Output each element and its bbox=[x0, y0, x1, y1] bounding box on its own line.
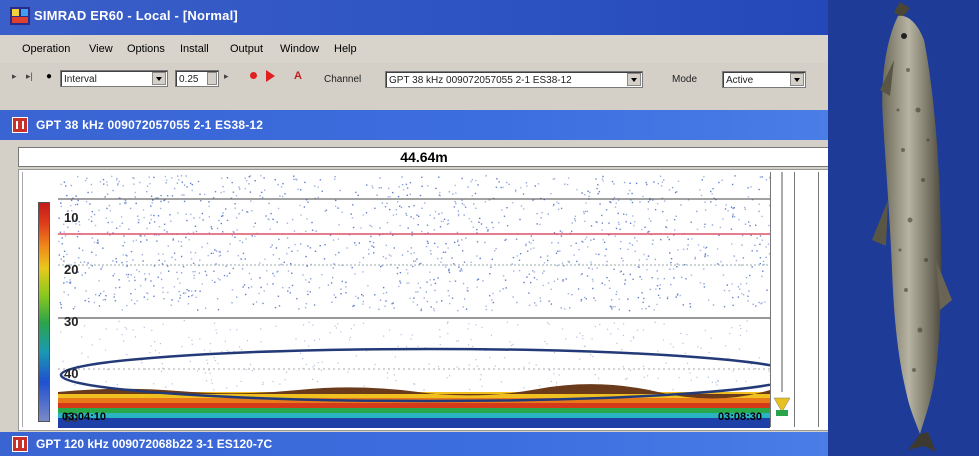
depth-tick-40: 40 bbox=[64, 366, 78, 381]
echogram-view[interactable] bbox=[58, 172, 770, 428]
menu-help[interactable]: Help bbox=[334, 43, 357, 55]
secondary-channel-title: GPT 120 kHz 009072068b22 3-1 ES120-7C bbox=[36, 437, 272, 451]
chevron-down-icon[interactable] bbox=[627, 73, 641, 86]
toolbar: ▸ ▸| ● Interval 0.25 ▸ A Channel GPT 38 … bbox=[0, 63, 828, 107]
channel-title: GPT 38 kHz 009072057055 2-1 ES38-12 bbox=[36, 118, 263, 132]
next-icon[interactable]: ▸ bbox=[224, 71, 229, 82]
depth-tick-20: 20 bbox=[64, 262, 78, 277]
channel-select[interactable]: GPT 38 kHz 009072057055 2-1 ES38-12 bbox=[385, 71, 643, 88]
menu-install[interactable]: Install bbox=[180, 43, 209, 55]
menu-window[interactable]: Window bbox=[280, 43, 319, 55]
record-icon[interactable] bbox=[250, 72, 257, 79]
side-scroll-strip[interactable] bbox=[818, 172, 828, 427]
bottom-depth-readout: 44.64m bbox=[18, 147, 828, 167]
record-play-icon[interactable] bbox=[266, 70, 275, 82]
record-dot-icon[interactable]: ● bbox=[46, 71, 52, 82]
title-bar: SIMRAD ER60 - Local - [Normal] bbox=[0, 0, 828, 35]
chevron-down-icon[interactable] bbox=[790, 73, 804, 86]
menu-output[interactable]: Output bbox=[230, 43, 263, 55]
simrad-app-icon bbox=[10, 7, 30, 25]
step-icon[interactable]: ▸ bbox=[12, 71, 17, 82]
channel-label: Channel bbox=[324, 74, 361, 85]
menu-operation[interactable]: Operation bbox=[22, 43, 70, 55]
menu-view[interactable]: View bbox=[89, 43, 113, 55]
interval-select[interactable]: Interval bbox=[60, 70, 168, 87]
menu-options[interactable]: Options bbox=[127, 43, 165, 55]
depth-tick-10: 10 bbox=[64, 210, 78, 225]
side-strip-graphic bbox=[771, 172, 794, 427]
fish-image bbox=[828, 0, 979, 456]
spinner-icon[interactable] bbox=[207, 72, 217, 85]
channel-window-icon bbox=[12, 436, 28, 452]
side-echo-strip bbox=[770, 172, 795, 427]
color-scale-bar bbox=[38, 202, 50, 422]
annotation-button[interactable]: A bbox=[294, 70, 302, 82]
mode-select[interactable]: Active bbox=[722, 71, 806, 88]
play-icon[interactable]: ▸| bbox=[26, 71, 33, 82]
channel-title-bar: GPT 38 kHz 009072057055 2-1 ES38-12 bbox=[0, 110, 828, 140]
scale-divider bbox=[22, 172, 23, 427]
channel-window-icon bbox=[12, 117, 28, 133]
menu-bar: Operation View Options Install Output Wi… bbox=[0, 35, 828, 63]
time-start: 03:04:10 bbox=[62, 411, 106, 423]
echosounder-window: SIMRAD ER60 - Local - [Normal] Operation… bbox=[0, 0, 828, 456]
chevron-down-icon[interactable] bbox=[152, 72, 166, 85]
secondary-channel-bar: GPT 120 kHz 009072068b22 3-1 ES120-7C bbox=[0, 432, 828, 456]
fish-specimen-photo bbox=[828, 0, 979, 456]
window-title: SIMRAD ER60 - Local - [Normal] bbox=[34, 8, 238, 23]
interval-value-spinner[interactable]: 0.25 bbox=[175, 70, 219, 87]
mode-label: Mode bbox=[672, 74, 697, 85]
time-end: 03:08:30 bbox=[718, 411, 762, 423]
depth-tick-30: 30 bbox=[64, 314, 78, 329]
